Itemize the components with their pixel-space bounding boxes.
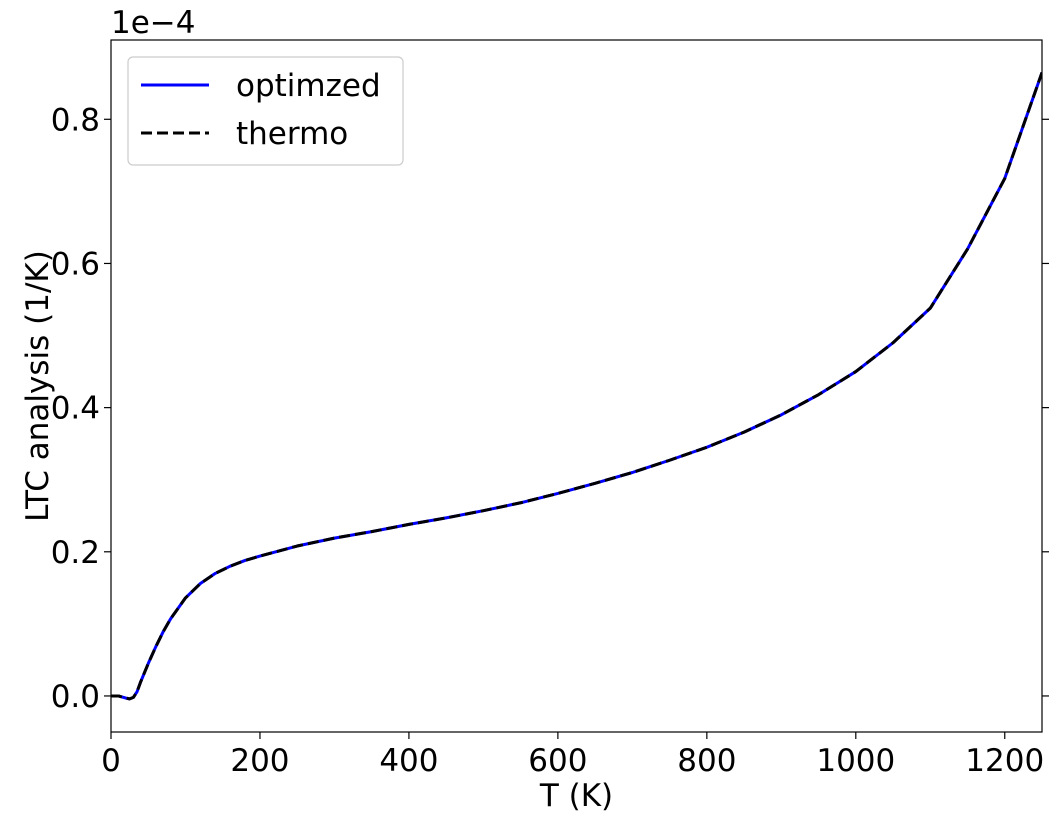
series-line-thermo [111, 71, 1042, 701]
plot-frame [110, 39, 1043, 733]
legend: optimzed thermo [127, 56, 404, 166]
x-tick-label: 400 [379, 743, 438, 779]
y-tick-label: 0.4 [51, 391, 100, 427]
y-tick-label: 0.8 [51, 102, 100, 138]
series-line-optimzed [111, 71, 1042, 701]
x-axis: 0 200 400 600 800 1000 1200 [101, 732, 1044, 779]
legend-label-optimzed: optimzed [236, 68, 381, 104]
y-tick-label: 0.6 [51, 246, 100, 282]
y-tick-label: 0.0 [51, 679, 100, 715]
x-tick-label: 1200 [965, 743, 1044, 779]
x-tick-label: 0 [101, 743, 121, 779]
x-tick-label: 200 [230, 743, 289, 779]
series-layer [111, 71, 1042, 701]
y-tick-label: 0.2 [51, 535, 100, 571]
x-axis-label: T (K) [539, 778, 613, 814]
legend-label-thermo: thermo [236, 116, 348, 152]
y-axis-label: LTC analysis (1/K) [20, 250, 56, 522]
x-tick-label: 600 [528, 743, 587, 779]
y-axis: 0.0 0.2 0.4 0.6 0.8 [51, 102, 1049, 715]
y-offset-text: 1e−4 [111, 5, 196, 41]
x-tick-label: 1000 [816, 743, 895, 779]
x-tick-label: 800 [677, 743, 736, 779]
